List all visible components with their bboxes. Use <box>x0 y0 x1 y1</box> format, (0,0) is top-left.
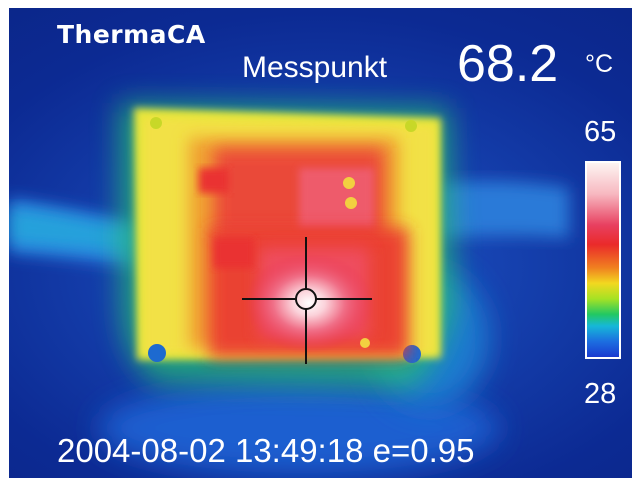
thermal-scene <box>9 103 569 473</box>
temperature-color-scale <box>585 161 621 359</box>
scale-min-label: 28 <box>584 378 617 410</box>
timestamp: 2004-08-02 13:49:18 <box>57 432 364 469</box>
measure-value: 68.2 <box>457 35 559 93</box>
brand-logo: ThermaCA <box>57 20 206 49</box>
crosshair-marker <box>242 237 372 364</box>
capture-info: 2004-08-02 13:49:18 e=0.95 <box>57 432 474 470</box>
measure-unit: °C <box>585 50 614 78</box>
thermal-image: ThermaCA Messpunkt 68.2 °C 65 28 2004-08… <box>9 8 632 478</box>
emissivity: e=0.95 <box>372 432 475 469</box>
hot-spot <box>244 253 374 353</box>
measure-label: Messpunkt <box>242 51 388 84</box>
scale-max-label: 65 <box>584 116 617 148</box>
